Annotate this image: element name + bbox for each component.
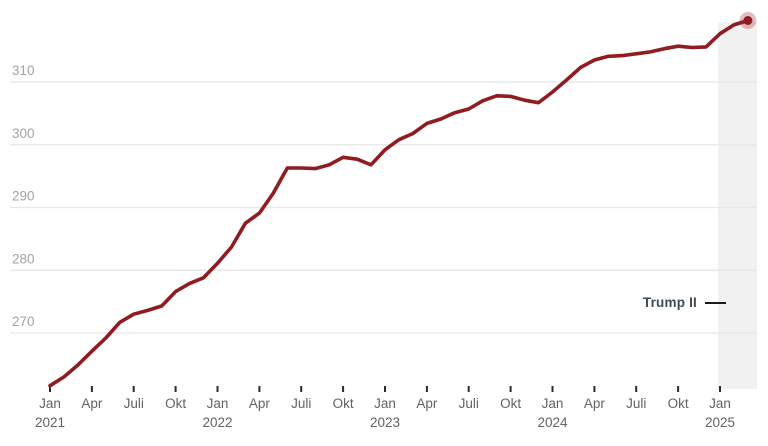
cpi-data-line	[48, 18, 750, 388]
x-axis-month-label: Apr	[416, 396, 438, 411]
x-axis-month-label: Jan	[207, 396, 229, 411]
y-axis-tick-label: 290	[12, 189, 35, 204]
x-axis-month-label: Juli	[459, 396, 479, 411]
trump-ii-band	[717, 22, 757, 389]
x-axis-month-label: Juli	[291, 396, 311, 411]
x-axis-labels: Jan 2021 Apr Juli Okt Jan 2022 Apr Juli Okt Jan 202…	[35, 396, 735, 430]
x-axis-year-label: 2021	[35, 415, 65, 430]
annotation-trump-ii-label: Trump II	[642, 295, 697, 310]
y-axis-tick-label: 270	[12, 314, 35, 329]
x-axis-month-label: Jan	[542, 396, 564, 411]
x-axis-month-label: Okt	[500, 396, 521, 411]
x-axis-month-label: Okt	[165, 396, 186, 411]
x-axis-month-label: Apr	[584, 396, 606, 411]
x-axis-year-label: 2023	[370, 415, 400, 430]
x-axis-month-label: Apr	[81, 396, 103, 411]
y-axis-labels: 270 280 290 300 310	[12, 63, 35, 329]
annotation-trump-ii: Trump II	[643, 295, 726, 311]
x-axis-month-label: Jan	[374, 396, 396, 411]
x-axis-year-label: 2022	[202, 415, 232, 430]
y-axis-tick-label: 310	[12, 63, 35, 78]
x-axis-ticks	[49, 386, 721, 392]
gridlines	[10, 81, 757, 334]
x-axis-month-label: Jan	[709, 396, 731, 411]
x-axis-month-label: Apr	[249, 396, 271, 411]
x-axis-month-label: Juli	[124, 396, 144, 411]
x-axis-year-label: 2024	[537, 415, 568, 430]
y-axis-tick-label: 300	[12, 126, 35, 141]
x-axis-month-label: Juli	[626, 396, 646, 411]
end-point-dot	[743, 16, 753, 25]
x-axis-month-label: Okt	[668, 396, 689, 411]
x-axis-year-label: 2025	[705, 415, 735, 430]
annotation-connector-dash	[705, 302, 726, 304]
x-axis-month-label: Okt	[333, 396, 354, 411]
x-axis-month-label: Jan	[39, 396, 61, 411]
y-axis-tick-label: 280	[12, 251, 35, 266]
